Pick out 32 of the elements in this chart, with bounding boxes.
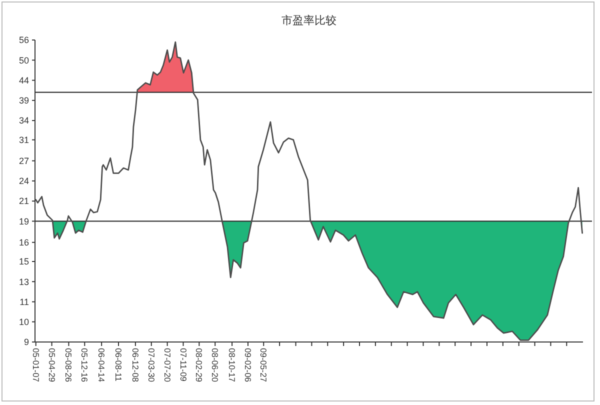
x-tick-label: 09-05-27 <box>258 348 269 382</box>
x-tick-label: 08-10-17 <box>227 348 238 382</box>
y-tick-label: 34 <box>18 116 29 126</box>
chart-title: 市盈率比较 <box>282 14 336 27</box>
y-tick-label: 11 <box>20 296 29 307</box>
x-tick-label: 06-08-11 <box>114 348 124 382</box>
x-tick-label: 05-04-29 <box>46 348 57 382</box>
x-tick-label: 07-03-30 <box>146 348 156 382</box>
y-tick-label: 13 <box>18 276 29 287</box>
x-tick-label: 06-12-08 <box>130 348 140 382</box>
y-tick-label: 9 <box>24 337 29 348</box>
x-tick-label: 08-02-29 <box>194 348 204 382</box>
x-tick-label: 07-11-09 <box>178 348 188 382</box>
y-tick-label: 44 <box>18 75 29 86</box>
y-tick-label: 15 <box>18 256 29 267</box>
x-tick-label: 07-07-20 <box>162 348 172 382</box>
y-tick-label: 24 <box>18 176 29 186</box>
y-tick-label: 56 <box>18 35 29 46</box>
x-tick-label: 05-08-26 <box>64 348 74 382</box>
x-tick-label: 08-06-20 <box>210 348 220 382</box>
x-tick-label: 06-04-14 <box>96 348 107 382</box>
y-tick-label: 21 <box>18 196 29 206</box>
y-tick-label: 27 <box>18 156 29 166</box>
y-tick-label: 19 <box>18 216 29 226</box>
x-tick-label: 09-02-06 <box>242 348 253 382</box>
y-tick-label: 16 <box>18 238 29 248</box>
y-tick-label: 10 <box>18 316 29 327</box>
y-tick-label: 39 <box>18 96 29 106</box>
y-tick-label: 31 <box>18 134 29 145</box>
x-tick-label: 05-01-07 <box>30 348 41 382</box>
x-tick-label: 05-12-16 <box>80 348 90 382</box>
y-tick-label: 50 <box>18 55 29 66</box>
